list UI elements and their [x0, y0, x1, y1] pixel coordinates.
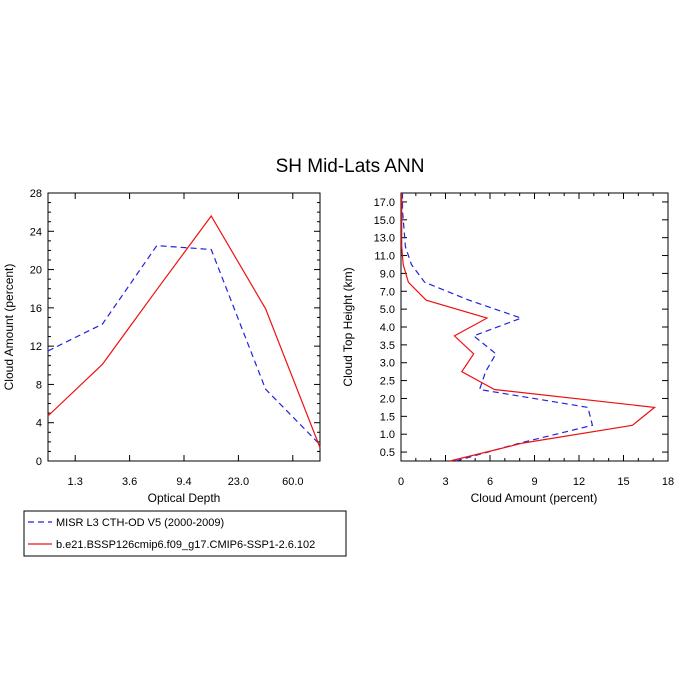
- legend: MISR L3 CTH-OD V5 (2000-2009) b.e21.BSSP…: [23, 510, 347, 557]
- left-y-tick-label: 0: [36, 456, 42, 468]
- legend-label-model: b.e21.BSSP126cmip6.f09_g17.CMIP6-SSP1-2.…: [56, 539, 315, 551]
- legend-label-misr: MISR L3 CTH-OD V5 (2000-2009): [56, 517, 224, 529]
- right-y-tick-label: 2.0: [380, 393, 395, 405]
- left-series: [47, 214, 321, 448]
- legend-frame: [23, 510, 347, 557]
- left-series-line-0: [47, 244, 321, 446]
- right-y-tick-label: 11.0: [374, 251, 395, 263]
- right-x-tick-label: 6: [487, 476, 493, 488]
- right-y-tick-label: 13.0: [374, 233, 395, 245]
- right-x-tick-label: 18: [662, 476, 674, 488]
- left-x-tick-label: 23.0: [228, 476, 249, 488]
- left-panel: 0 4 8 12 16 20 24 28 1.3 3.6 9.4 23.0 60.0 Optical D…: [2, 188, 321, 505]
- right-x-tick-label: 0: [398, 476, 404, 488]
- right-series: [401, 193, 657, 462]
- left-y-axis-label: Cloud Amount (percent): [2, 264, 16, 391]
- left-series-line-1: [47, 214, 321, 448]
- right-y-tick-label: 1.0: [380, 429, 395, 441]
- right-x-tick-label: 15: [617, 476, 629, 488]
- left-y-tick-label: 12: [30, 341, 42, 353]
- right-y-tick-label: 7.0: [380, 286, 395, 298]
- right-series-line-1: [401, 193, 657, 462]
- right-y-axis-label: Cloud Top Height (km): [341, 267, 355, 386]
- right-x-axis-label: Cloud Amount (percent): [471, 491, 598, 505]
- right-y-tick-label: 17.0: [374, 197, 395, 209]
- right-y-tick-label: 2.5: [380, 376, 395, 388]
- left-ticks: 0 4 8 12 16 20 24 28 1.3 3.6 9.4 23.0 60.0: [30, 188, 320, 488]
- left-y-tick-label: 20: [30, 265, 42, 277]
- right-x-tick-label: 12: [573, 476, 585, 488]
- left-x-tick-label: 9.4: [176, 476, 191, 488]
- right-y-tick-label: 3.0: [380, 358, 395, 370]
- right-series-line-0: [401, 193, 594, 462]
- right-y-tick-label: 5.0: [380, 304, 395, 316]
- left-x-tick-label: 1.3: [68, 476, 83, 488]
- right-panel: 0 3 6 9 12 15 18 0.5 1.0 1.5 2.0 2.5 3.0 3.5 4.0 5.0 7.0…: [341, 192, 674, 505]
- right-y-tick-label: 4.0: [380, 322, 395, 334]
- right-y-tick-label: 1.5: [380, 411, 395, 423]
- left-x-tick-label: 60.0: [282, 476, 303, 488]
- right-y-tick-label: 15.0: [374, 215, 395, 227]
- right-ticks: 0 3 6 9 12 15 18 0.5 1.0 1.5 2.0 2.5 3.0 3.5 4.0 5.0 7.0…: [374, 193, 674, 488]
- left-y-tick-label: 28: [30, 188, 42, 200]
- right-x-tick-label: 3: [442, 476, 448, 488]
- right-y-tick-label: 0.5: [380, 447, 395, 459]
- left-y-tick-label: 24: [30, 226, 42, 238]
- left-y-tick-label: 8: [36, 379, 42, 391]
- left-y-tick-label: 16: [30, 303, 42, 315]
- right-y-tick-label: 3.5: [380, 340, 395, 352]
- right-y-tick-label: 9.0: [380, 268, 395, 280]
- left-x-tick-label: 3.6: [122, 476, 137, 488]
- left-x-axis-label: Optical Depth: [148, 491, 221, 505]
- right-x-tick-label: 9: [531, 476, 537, 488]
- left-y-tick-label: 4: [36, 418, 42, 430]
- figure-title: SH Mid-Lats ANN: [276, 156, 425, 177]
